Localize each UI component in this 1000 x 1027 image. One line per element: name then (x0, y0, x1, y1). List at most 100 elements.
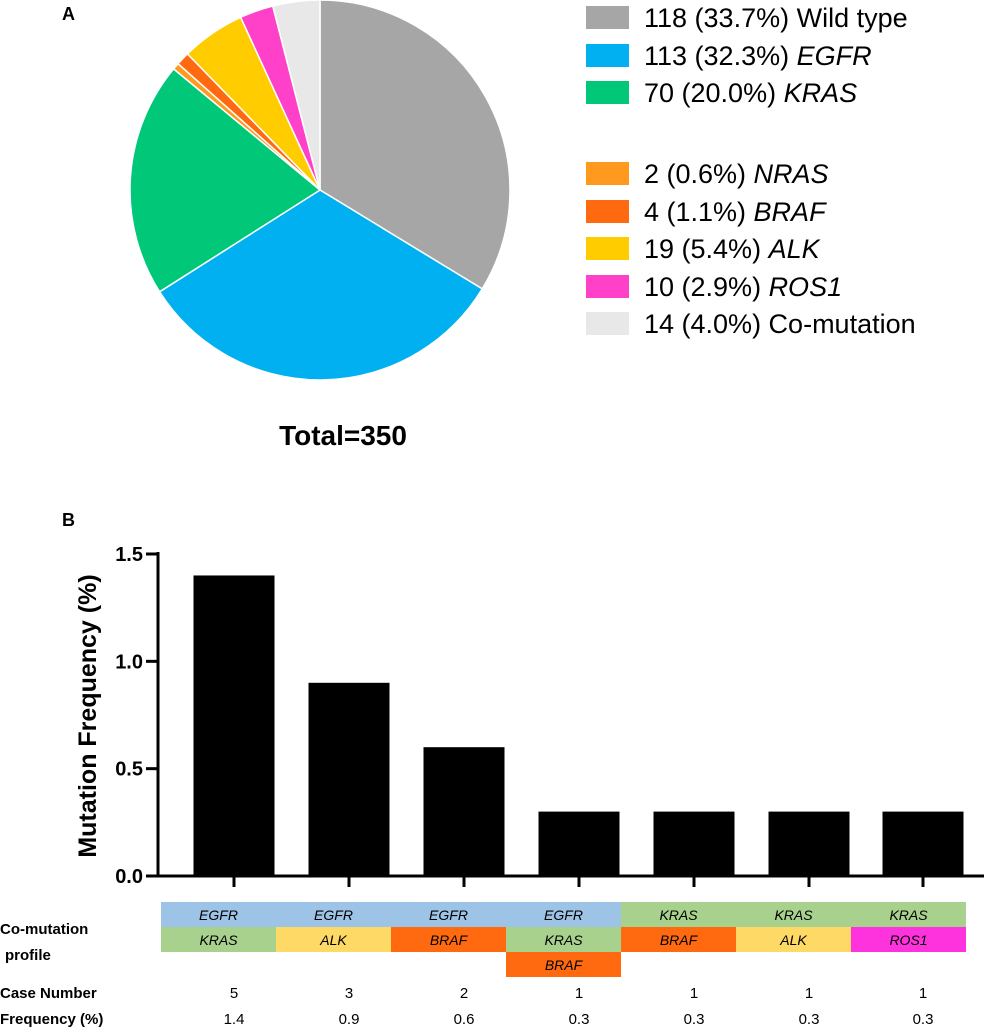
legend-swatch-ros1 (586, 275, 629, 298)
legend-item-braf: 4 (1.1%) BRAF (586, 197, 827, 227)
gene-cell-kras (506, 927, 621, 952)
y-tick-label: 1.0 (115, 651, 143, 673)
frequency-value: 0.9 (339, 1011, 360, 1027)
gene-cell-kras (736, 902, 851, 927)
pie-slice-wild-type (319, 0, 511, 290)
gene-cell-label: BRAF (660, 932, 699, 948)
gene-cell-label: BRAF (545, 957, 584, 973)
gene-cell-egfr (506, 902, 621, 927)
table-column: EGFR ALK 3 0.9 (276, 902, 391, 1027)
gene-cell-label: EGFR (199, 907, 238, 923)
table-column: KRAS ROS1 1 0.3 (851, 902, 966, 1027)
gene-cell-egfr (161, 902, 276, 927)
bar-kras-alk (768, 811, 850, 876)
gene-cell-kras (851, 902, 966, 927)
y-tick-label: 1.5 (115, 544, 143, 566)
gene-cell-braf (506, 952, 621, 977)
gene-cell-label: EGFR (544, 907, 583, 923)
y-ticks: 0.0 0.5 1.0 1.5 (115, 544, 158, 888)
bar-series (193, 575, 964, 876)
case-number-value: 1 (575, 985, 583, 1002)
pie-legend: 118 (33.7%) Wild type 113 (32.3%) EGFR 70 … (586, 3, 916, 339)
pie-slice-kras (129, 67, 322, 293)
bar-egfr-braf (423, 747, 505, 876)
case-number-label: Case Number (0, 985, 97, 1002)
gene-cell-label: EGFR (314, 907, 353, 923)
case-number-value: 1 (690, 985, 698, 1002)
frequency-value: 1.4 (224, 1011, 245, 1027)
table-column: KRAS ALK 1 0.3 (736, 902, 851, 1027)
gene-cell-kras (621, 902, 736, 927)
legend-item-co-mutation: 14 (4.0%) Co-mutation (586, 309, 916, 339)
legend-label-nras: 2 (0.6%) NRAS (644, 159, 829, 189)
legend-label-ros1: 10 (2.9%) ROS1 (644, 272, 842, 302)
gene-cell-label: ALK (779, 932, 807, 948)
pie-total-label: Total=350 (279, 420, 407, 451)
legend-item-kras: 70 (20.0%) KRAS (586, 78, 857, 108)
bar-egfr-kras-braf (538, 811, 620, 876)
gene-cell-alk (736, 927, 851, 952)
frequency-value: 0.3 (684, 1011, 705, 1027)
gene-cell-label: ROS1 (889, 932, 927, 948)
pie-chart (129, 0, 511, 381)
gene-cell-ros1 (851, 927, 966, 952)
x-ticks (232, 876, 925, 887)
legend-swatch-alk (586, 237, 629, 260)
co-mutation-table: EGFR KRAS 5 1.4 EGFR ALK 3 0.9 EGFR BRAF 2 0.6 EGFR K… (161, 902, 966, 1027)
legend-label-braf: 4 (1.1%) BRAF (644, 197, 827, 227)
table-column: EGFR BRAF 2 0.6 (391, 902, 506, 1027)
case-number-value: 1 (919, 985, 927, 1002)
table-column: EGFR KRAS BRAF 1 0.3 (506, 902, 621, 1027)
y-tick-label: 0.5 (115, 759, 143, 781)
gene-cell-egfr (276, 902, 391, 927)
legend-swatch-kras (586, 81, 629, 104)
legend-swatch-co-mutation (586, 312, 629, 335)
legend-item-alk: 19 (5.4%) ALK (586, 234, 821, 264)
y-axis-title: Mutation Frequency (%) (74, 574, 102, 857)
panel-b-label: B (62, 510, 75, 530)
gene-cell-label: KRAS (659, 907, 698, 923)
legend-swatch-braf (586, 200, 629, 223)
bar-kras-braf (653, 811, 735, 876)
frequency-value: 0.3 (569, 1011, 590, 1027)
gene-cell-label: KRAS (774, 907, 813, 923)
legend-swatch-egfr (586, 44, 629, 67)
profile-label-line1: Co-mutation (0, 921, 88, 938)
frequency-value: 0.3 (799, 1011, 820, 1027)
legend-label-alk: 19 (5.4%) ALK (644, 234, 821, 264)
case-number-value: 2 (460, 985, 468, 1002)
legend-label-kras: 70 (20.0%) KRAS (644, 78, 857, 108)
table-column: EGFR KRAS 5 1.4 (161, 902, 276, 1027)
gene-cell-braf (621, 927, 736, 952)
gene-cell-egfr (391, 902, 506, 927)
frequency-value: 0.6 (454, 1011, 475, 1027)
table-column: KRAS BRAF 1 0.3 (621, 902, 736, 1027)
gene-cell-braf (391, 927, 506, 952)
gene-cell-alk (276, 927, 391, 952)
gene-cell-label: BRAF (430, 932, 469, 948)
legend-label-wild-type: 118 (33.7%) Wild type (644, 3, 908, 33)
legend-item-ros1: 10 (2.9%) ROS1 (586, 272, 842, 302)
case-number-value: 1 (805, 985, 813, 1002)
frequency-value: 0.3 (913, 1011, 934, 1027)
profile-label-line2: profile (5, 947, 51, 964)
legend-item-wild-type: 118 (33.7%) Wild type (586, 3, 908, 33)
bar-kras-ros1 (882, 811, 964, 876)
gene-cell-label: ALK (319, 932, 347, 948)
legend-swatch-nras (586, 162, 629, 185)
frequency-label: Frequency (%) (0, 1011, 103, 1027)
legend-item-egfr: 113 (32.3%) EGFR (586, 41, 872, 71)
gene-cell-label: EGFR (429, 907, 468, 923)
gene-cell-label: KRAS (199, 932, 238, 948)
legend-label-co-mutation: 14 (4.0%) Co-mutation (644, 309, 916, 339)
gene-cell-label: KRAS (889, 907, 928, 923)
case-number-value: 5 (230, 985, 238, 1002)
pie-slice-co-mutation (271, 0, 321, 191)
bar-egfr-kras (193, 575, 275, 876)
gene-cell-label: KRAS (544, 932, 583, 948)
gene-cell-kras (161, 927, 276, 952)
legend-swatch-wild-type (586, 6, 629, 29)
y-tick-label: 0.0 (115, 866, 143, 888)
pie-slice-egfr (158, 189, 484, 381)
